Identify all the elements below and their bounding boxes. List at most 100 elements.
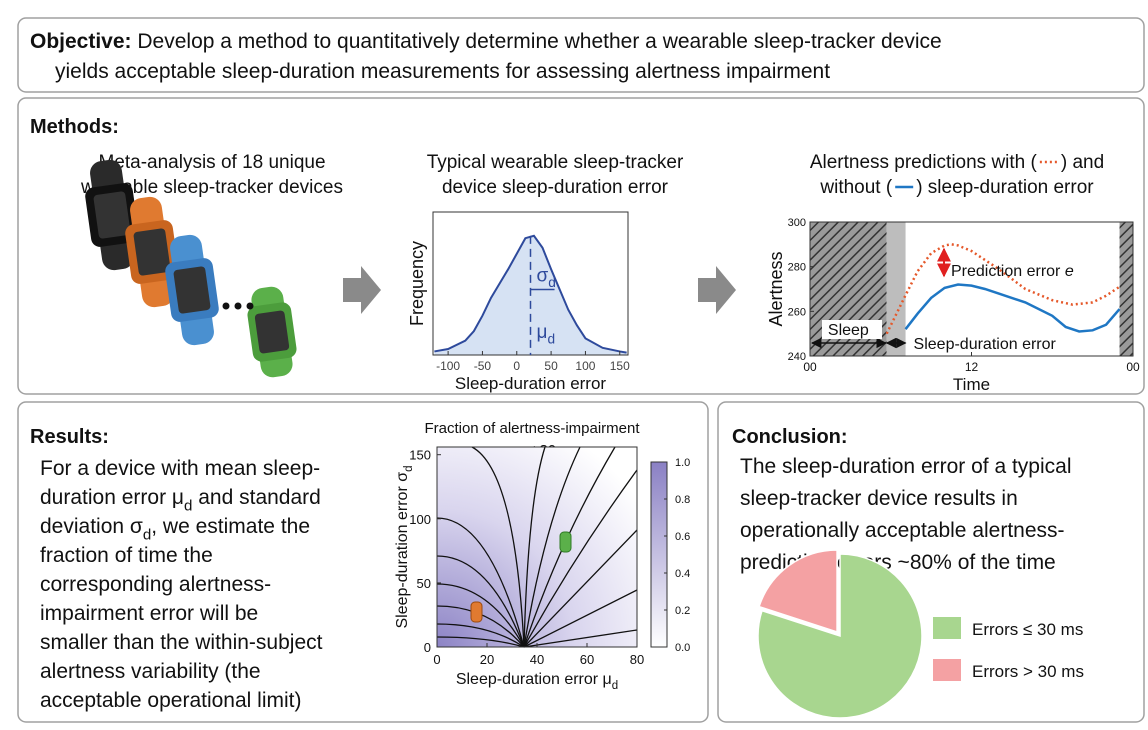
label: Objective: — [30, 30, 132, 53]
text-part: For a device with mean sleep- — [40, 457, 320, 480]
line: Develop a method to quantitatively deter… — [137, 30, 941, 53]
colorbar — [650, 461, 668, 648]
contour-line — [436, 623, 525, 648]
x-tick-label: 60 — [580, 652, 594, 667]
text-part: Sleep-duration error μ — [456, 671, 612, 688]
results-line: acceptable operational limit) — [40, 689, 301, 712]
y-axis-label: Frequency — [407, 241, 427, 326]
objective-line: yields acceptable sleep-duration measure… — [55, 60, 830, 83]
conclusion-line: The sleep-duration error of a typical — [740, 455, 1072, 478]
contour-line — [436, 636, 525, 648]
text-part: Prediction error — [951, 263, 1065, 280]
device-illustrations — [85, 159, 736, 378]
panel-title: Typical wearable sleep-tracker — [427, 152, 684, 173]
x-tick-label: -100 — [436, 359, 460, 373]
conclusion-line: operationally acceptable alertness- — [740, 519, 1065, 542]
x-tick-label: 00 — [1126, 360, 1140, 374]
series-line — [885, 243, 1121, 335]
text-part: deviation σ — [40, 515, 143, 538]
section-label: Conclusion: — [732, 426, 848, 448]
colorbar-tick-label: 0.2 — [675, 605, 690, 617]
annotation: Sleep — [828, 322, 869, 339]
panel-title: wearable sleep-tracker devices — [80, 177, 343, 198]
text-part: acceptable operational limit) — [40, 689, 301, 712]
chart-title: Fraction of alertness-impairment — [424, 420, 640, 437]
conclusion-line: sleep-tracker device results in — [740, 487, 1018, 510]
x-tick-label: 150 — [610, 359, 630, 373]
results-line: alertness variability (the — [40, 660, 261, 683]
colorbar-tick-label: 0.0 — [675, 642, 690, 654]
objective-box — [17, 17, 1145, 93]
x-axis-label: Sleep-duration error μd — [456, 671, 618, 692]
colorbar-tick-label: 0.4 — [675, 568, 690, 580]
x-tick-label: 00 — [803, 360, 817, 374]
device-marker — [470, 601, 483, 623]
x-tick-label: 100 — [575, 359, 595, 373]
x-tick-label: 0 — [513, 359, 520, 373]
methods-box — [17, 97, 1145, 395]
results-box — [17, 401, 709, 723]
text-part: duration error μ — [40, 486, 184, 509]
sd-label: σd — [537, 265, 556, 290]
panel-title: Alertness predictions with ( — [810, 152, 1038, 173]
objective-text: Objective: Develop a method to quantitat… — [30, 30, 942, 53]
pie-slice — [757, 553, 923, 719]
annotation: Prediction error e — [951, 263, 1074, 280]
y-tick-label: 260 — [788, 306, 806, 318]
text-part: corresponding alertness- — [40, 573, 271, 596]
contour-line — [436, 555, 525, 648]
x-tick-label: 50 — [544, 359, 558, 373]
contour-line — [436, 583, 525, 648]
y-tick-label: 0 — [424, 640, 431, 655]
x-tick-label: 80 — [630, 652, 644, 667]
text-part: μ — [537, 322, 548, 343]
y-tick-label: 50 — [417, 576, 431, 591]
results-line: duration error μd and standard — [40, 486, 321, 514]
results-line: impairment error will be — [40, 602, 258, 625]
y-axis-label: Alertness — [766, 251, 786, 326]
text-part: smaller than the within-subject — [40, 631, 323, 654]
contour-line — [471, 446, 525, 648]
results-line: corresponding alertness- — [40, 573, 271, 596]
area-line — [434, 234, 627, 354]
x-axis-label: Time — [953, 375, 990, 394]
device-marker — [559, 531, 572, 553]
text-part: e — [1065, 263, 1074, 280]
y-tick-label: 150 — [409, 448, 431, 463]
text-part: and standard — [192, 486, 320, 509]
legend-swatch — [933, 659, 961, 681]
x-tick-label: 12 — [965, 360, 979, 374]
sleep-period — [1119, 222, 1133, 356]
text-part: alertness variability (the — [40, 660, 261, 683]
contour-line — [523, 629, 638, 648]
contour-line — [523, 446, 581, 648]
x-tick-label: 0 — [433, 652, 440, 667]
text-part: σ — [537, 265, 549, 286]
text-part: d — [403, 465, 415, 471]
text-part: impairment error will be — [40, 602, 258, 625]
text-part: Sleep-duration error σ — [394, 472, 411, 629]
text-part: d — [548, 275, 556, 290]
conclusion-box — [717, 401, 1145, 723]
x-tick-label: 40 — [530, 652, 544, 667]
results-line: deviation σd, we estimate the — [40, 515, 310, 543]
y-tick-label: 280 — [788, 262, 806, 274]
error-band — [886, 222, 906, 356]
results-line: smaller than the within-subject — [40, 631, 323, 654]
text-part: , we estimate the — [151, 515, 310, 538]
x-axis-label: Sleep-duration error — [455, 374, 607, 393]
colorbar-tick-label: 0.6 — [675, 531, 690, 543]
text-part: d — [547, 332, 555, 347]
text-part: d — [184, 497, 192, 514]
legend-swatch — [933, 617, 961, 639]
panel-title: Meta-analysis of 18 unique — [98, 152, 325, 173]
y-tick-label: 100 — [409, 512, 431, 527]
contour-line — [523, 589, 638, 648]
panel-title: device sleep-duration error — [442, 177, 669, 198]
mean-label: μd — [537, 322, 556, 347]
section-label: Methods: — [30, 116, 119, 138]
pie-slice — [758, 549, 838, 633]
annotation: Sleep-duration error — [914, 336, 1057, 353]
panel-title: ) sleep-duration error — [916, 177, 1094, 198]
